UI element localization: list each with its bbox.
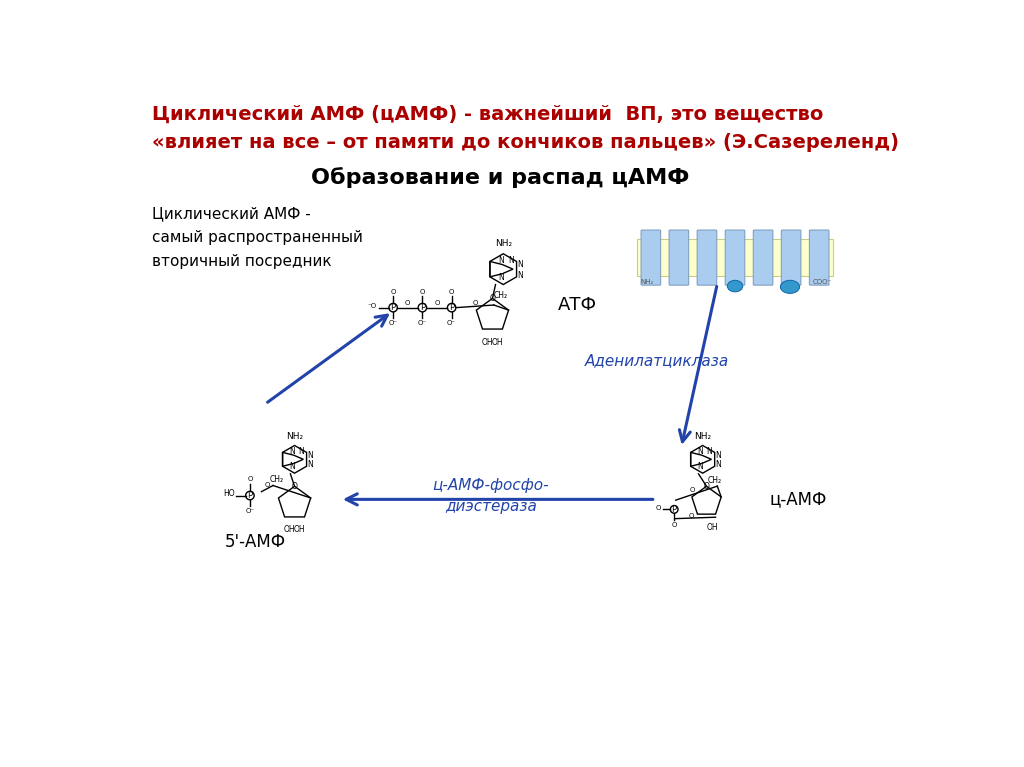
Text: N: N — [307, 451, 312, 459]
Text: O: O — [689, 513, 694, 519]
Text: COO⁻: COO⁻ — [812, 279, 831, 285]
Text: N: N — [290, 463, 295, 472]
Text: OH: OH — [481, 337, 494, 347]
Text: OH: OH — [294, 525, 305, 535]
Text: O: O — [449, 288, 455, 295]
Text: Образование и распад цАМФ: Образование и распад цАМФ — [311, 166, 689, 188]
Text: N: N — [715, 451, 721, 459]
Text: CH₂: CH₂ — [269, 475, 284, 484]
Text: ц-АМФ: ц-АМФ — [770, 490, 827, 509]
Text: P: P — [450, 303, 455, 312]
Text: O: O — [247, 476, 253, 482]
Text: O: O — [390, 288, 396, 295]
Text: O⁻: O⁻ — [447, 320, 457, 326]
Text: N: N — [697, 463, 703, 472]
Ellipse shape — [727, 280, 742, 292]
Text: N: N — [715, 460, 721, 469]
Text: P: P — [390, 303, 395, 312]
Text: O⁻: O⁻ — [418, 320, 427, 326]
Text: N: N — [307, 460, 312, 469]
Text: OH: OH — [284, 525, 296, 535]
Text: N: N — [498, 273, 504, 282]
Text: O: O — [434, 300, 439, 305]
Text: O: O — [655, 505, 662, 511]
Text: OH: OH — [492, 337, 503, 347]
Text: CH₂: CH₂ — [494, 291, 508, 301]
Text: NH₂: NH₂ — [495, 239, 512, 249]
Text: O: O — [472, 300, 477, 305]
Ellipse shape — [780, 280, 800, 294]
Text: NH₂: NH₂ — [694, 432, 712, 440]
Text: CH₂: CH₂ — [708, 476, 722, 485]
Text: Циклический АМФ -
самый распространенный
вторичный посредник: Циклический АМФ - самый распространенный… — [153, 207, 362, 268]
Text: N: N — [290, 447, 295, 456]
Text: O: O — [672, 522, 677, 528]
Text: ц-АМФ-фосфо-
диэстераза: ц-АМФ-фосфо- диэстераза — [432, 479, 549, 515]
Text: O: O — [420, 288, 425, 295]
FancyBboxPatch shape — [697, 230, 717, 285]
Text: O: O — [292, 482, 298, 491]
Text: P: P — [420, 303, 425, 312]
Text: HO: HO — [223, 489, 234, 499]
Text: O: O — [406, 300, 411, 305]
Text: Циклический АМФ (цАМФ) - важнейший  ВП, это вещество: Циклический АМФ (цАМФ) - важнейший ВП, э… — [153, 105, 823, 124]
FancyBboxPatch shape — [725, 230, 744, 285]
Text: O: O — [489, 294, 496, 303]
FancyBboxPatch shape — [809, 230, 829, 285]
Text: OH: OH — [707, 523, 718, 532]
FancyBboxPatch shape — [641, 230, 660, 285]
Text: Аденилатциклаза: Аденилатциклаза — [585, 354, 729, 368]
Text: АТФ: АТФ — [558, 296, 597, 314]
Text: ⁻O: ⁻O — [368, 303, 377, 309]
Text: «влияет на все – от памяти до кончиков пальцев» (Э.Сазереленд): «влияет на все – от памяти до кончиков п… — [153, 133, 899, 152]
Text: N: N — [299, 447, 304, 456]
Text: N: N — [517, 271, 523, 280]
FancyBboxPatch shape — [637, 239, 834, 276]
Text: 5'-АМФ: 5'-АМФ — [224, 534, 286, 551]
Text: NH₂: NH₂ — [286, 432, 303, 440]
Text: N: N — [697, 447, 703, 456]
FancyBboxPatch shape — [781, 230, 801, 285]
Text: NH₂: NH₂ — [640, 279, 653, 285]
Text: N: N — [508, 256, 514, 265]
Text: O: O — [703, 482, 710, 491]
Text: O⁻: O⁻ — [246, 508, 255, 514]
Text: O: O — [690, 486, 695, 492]
FancyBboxPatch shape — [669, 230, 689, 285]
Text: O: O — [264, 482, 270, 488]
Text: N: N — [517, 260, 523, 269]
Text: P: P — [672, 505, 677, 514]
FancyBboxPatch shape — [754, 230, 773, 285]
Text: N: N — [498, 256, 504, 265]
Text: O⁻: O⁻ — [388, 320, 397, 326]
Text: N: N — [707, 447, 713, 456]
Text: P: P — [248, 491, 253, 500]
